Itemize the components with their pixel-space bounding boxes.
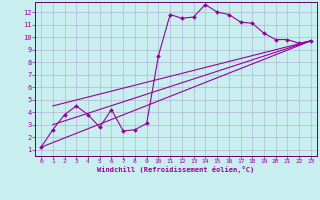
X-axis label: Windchill (Refroidissement éolien,°C): Windchill (Refroidissement éolien,°C) bbox=[97, 166, 255, 173]
